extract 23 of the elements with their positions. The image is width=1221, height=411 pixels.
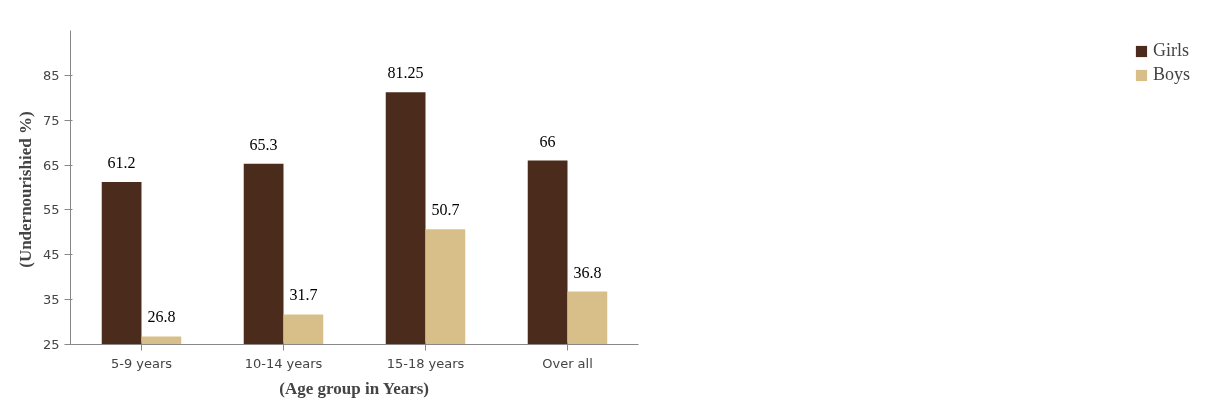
data-label: 65.3 [249, 135, 278, 153]
y-tick-label: 65 [42, 157, 60, 173]
data-label: 26.8 [147, 308, 176, 326]
y-tick-label: 55 [42, 202, 60, 218]
y-tick-label: 45 [42, 247, 60, 263]
x-tick-label: Over all [542, 355, 593, 371]
data-label: 50.7 [431, 201, 460, 219]
y-axis-title: (Undernourishied %) [15, 111, 35, 268]
data-label: 66 [539, 132, 556, 150]
y-tick-label: 25 [42, 337, 60, 352]
x-tick-label: 15-18 years [386, 355, 465, 371]
y-tick-label: 35 [42, 292, 60, 308]
data-label: 31.7 [289, 286, 318, 304]
x-tick-label: 5-9 years [110, 355, 173, 371]
y-tick-label: 75 [42, 112, 60, 128]
y-tick-label: 85 [42, 67, 60, 83]
x-axis-title: (Age group in Years) [279, 378, 430, 398]
data-label: 36.8 [573, 263, 602, 281]
legend-label: Boys [1152, 64, 1190, 85]
x-tick-label: 10-14 years [244, 355, 323, 371]
data-label: 61.2 [107, 154, 136, 172]
data-label: 81.25 [387, 64, 424, 82]
legend-label: Girls [1152, 40, 1189, 61]
